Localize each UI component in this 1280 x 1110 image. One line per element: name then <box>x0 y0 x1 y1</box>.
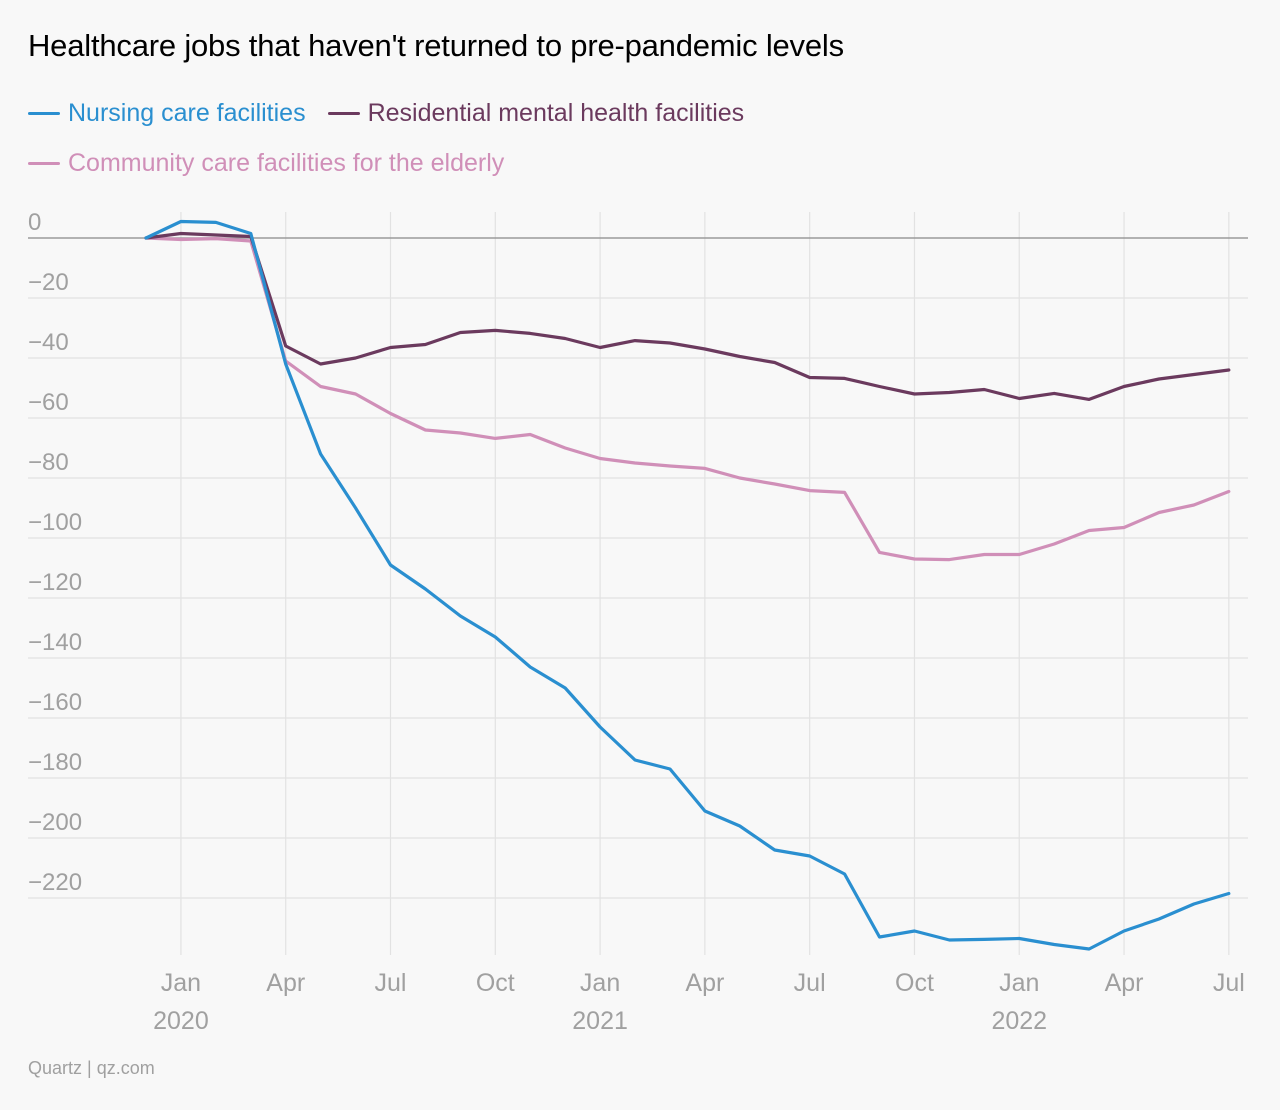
source-credit: Quartz | qz.com <box>28 1058 155 1078</box>
y-tick-label: −220 <box>28 869 82 896</box>
y-tick-label: −60 <box>28 389 69 416</box>
legend-swatch-residential <box>327 111 360 115</box>
x-tick-label: Oct <box>895 969 934 997</box>
y-tick-label: −120 <box>28 569 82 596</box>
x-tick-label: Oct <box>476 969 515 997</box>
x-tick-label: Apr <box>1105 969 1144 997</box>
x-tick-label: Jul <box>375 969 407 997</box>
x-tick-label: Jan <box>999 969 1039 997</box>
x-tick-label: Jul <box>1213 969 1245 997</box>
x-tick-label: Jan <box>161 969 201 997</box>
x-tick-year-label: 2022 <box>991 1007 1047 1035</box>
legend: Nursing care facilities Residential ment… <box>28 88 1028 188</box>
legend-item-community: Community care facilities for the elderl… <box>28 149 504 178</box>
y-tick-label: −160 <box>28 689 82 716</box>
legend-item-residential: Residential mental health facilities <box>327 98 745 128</box>
y-tick-label: 0 <box>28 209 41 236</box>
y-tick-label: −200 <box>28 809 82 836</box>
chart-title: Healthcare jobs that haven't returned to… <box>28 28 844 63</box>
legend-swatch-community <box>28 161 60 165</box>
series-line-residential <box>144 231 1231 401</box>
legend-label-community: Community care facilities for the elderl… <box>68 148 505 177</box>
legend-item-nursing: Nursing care facilities <box>28 99 306 128</box>
y-tick-label: −80 <box>28 449 69 476</box>
x-tick-label: Apr <box>685 969 724 997</box>
y-tick-label: −40 <box>28 329 69 356</box>
legend-label-nursing: Nursing care facilities <box>68 98 306 127</box>
y-tick-label: −20 <box>28 269 69 296</box>
y-tick-label: −180 <box>28 749 82 776</box>
y-tick-label: −100 <box>28 509 82 536</box>
y-tick-label: −140 <box>28 629 82 656</box>
x-tick-label: Apr <box>266 969 305 997</box>
x-tick-label: Jul <box>794 969 826 997</box>
x-tick-year-label: 2021 <box>572 1007 628 1035</box>
legend-label-residential: Residential mental health facilities <box>367 98 745 127</box>
legend-swatch-nursing <box>28 111 60 115</box>
x-tick-label: Jan <box>580 969 620 997</box>
series-line-community <box>144 236 1231 562</box>
x-tick-year-label: 2020 <box>153 1007 209 1035</box>
series-line-nursing <box>144 219 1231 951</box>
